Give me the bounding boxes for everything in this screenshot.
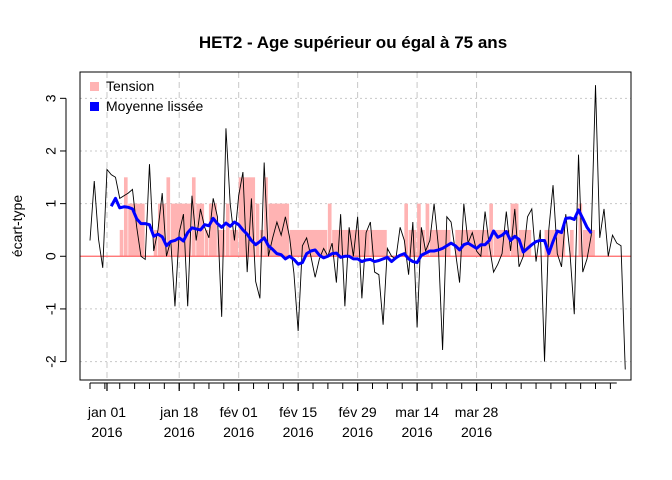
x-tick-label-6: mar 28 xyxy=(455,404,499,420)
legend-swatch-tension xyxy=(90,82,99,91)
x-tick-label-4: fév 29 xyxy=(339,404,377,420)
legend-label-tension: Tension xyxy=(106,78,154,94)
tension-bar-12 xyxy=(225,203,230,257)
tension-bar-17 xyxy=(264,177,268,257)
raw-series xyxy=(89,85,626,370)
tension-bar-0 xyxy=(119,229,124,257)
tension-bar-30 xyxy=(489,203,493,257)
tension-bar-21 xyxy=(332,229,370,257)
y-tick-label-3: 1 xyxy=(43,200,59,208)
tension-bar-35 xyxy=(570,229,574,257)
tension-bar-27 xyxy=(425,203,430,257)
x-tick-year-4: 2016 xyxy=(342,424,373,440)
x-tick-label-3: fév 15 xyxy=(279,404,317,420)
x-tick-year-5: 2016 xyxy=(402,424,433,440)
tension-bar-18 xyxy=(268,203,290,257)
tension-bar-22 xyxy=(370,229,387,257)
x-tick-label-2: fév 01 xyxy=(220,404,258,420)
x-tick-year-2: 2016 xyxy=(223,424,254,440)
raw-line xyxy=(89,85,626,370)
chart-title: HET2 - Age supérieur ou égal à 75 ans xyxy=(199,33,507,52)
x-tick-year-6: 2016 xyxy=(461,424,492,440)
x-tick-year-0: 2016 xyxy=(91,424,122,440)
tension-bar-36 xyxy=(578,203,583,257)
tension-bar-6 xyxy=(170,203,192,257)
x-axis: jan 01 2016 jan 18 2016 fév 01 2016 fév 15 2016… xyxy=(87,382,617,440)
x-tick-label-0: jan 01 xyxy=(87,404,126,420)
smoothed-series xyxy=(109,196,593,266)
x-tick-year-3: 2016 xyxy=(283,424,314,440)
tension-bar-4 xyxy=(157,203,166,257)
y-axis-label: écart-type xyxy=(9,195,25,257)
tension-bar-9 xyxy=(204,229,209,257)
y-tick-label-1: -1 xyxy=(43,302,59,315)
tension-bar-15 xyxy=(255,203,260,257)
tension-bar-10 xyxy=(208,203,217,257)
tension-bar-23 xyxy=(404,203,408,257)
y-tick-label-5: 3 xyxy=(43,94,59,102)
tension-bar-25 xyxy=(417,203,421,257)
tension-bar-14 xyxy=(238,177,256,257)
y-tick-label-0: -2 xyxy=(43,355,59,368)
y-axis: -2 -1 0 1 2 3 xyxy=(43,94,67,368)
tension-bar-1 xyxy=(123,177,128,257)
smoothed-line xyxy=(109,196,593,266)
tension-bar-2 xyxy=(128,203,145,257)
x-tick-year-1: 2016 xyxy=(164,424,195,440)
tension-bar-24 xyxy=(408,229,417,257)
tension-bar-13 xyxy=(230,229,239,257)
y-tick-label-4: 2 xyxy=(43,147,59,155)
tension-bar-5 xyxy=(166,177,171,257)
y-tick-label-2: 0 xyxy=(43,252,59,260)
tension-bar-20 xyxy=(327,203,332,257)
legend-swatch-smoothed xyxy=(90,102,99,111)
legend: Tension Moyenne lissée xyxy=(90,78,203,114)
plot-frame xyxy=(79,71,632,381)
tension-bar-26 xyxy=(421,229,425,257)
x-tick-label-5: mar 14 xyxy=(395,404,439,420)
tension-bar-37 xyxy=(582,229,595,257)
x-tick-label-1: jan 18 xyxy=(159,404,198,420)
tension-bar-32 xyxy=(510,203,519,257)
legend-label-smoothed: Moyenne lissée xyxy=(106,98,203,114)
tension-bar-11 xyxy=(217,229,226,257)
